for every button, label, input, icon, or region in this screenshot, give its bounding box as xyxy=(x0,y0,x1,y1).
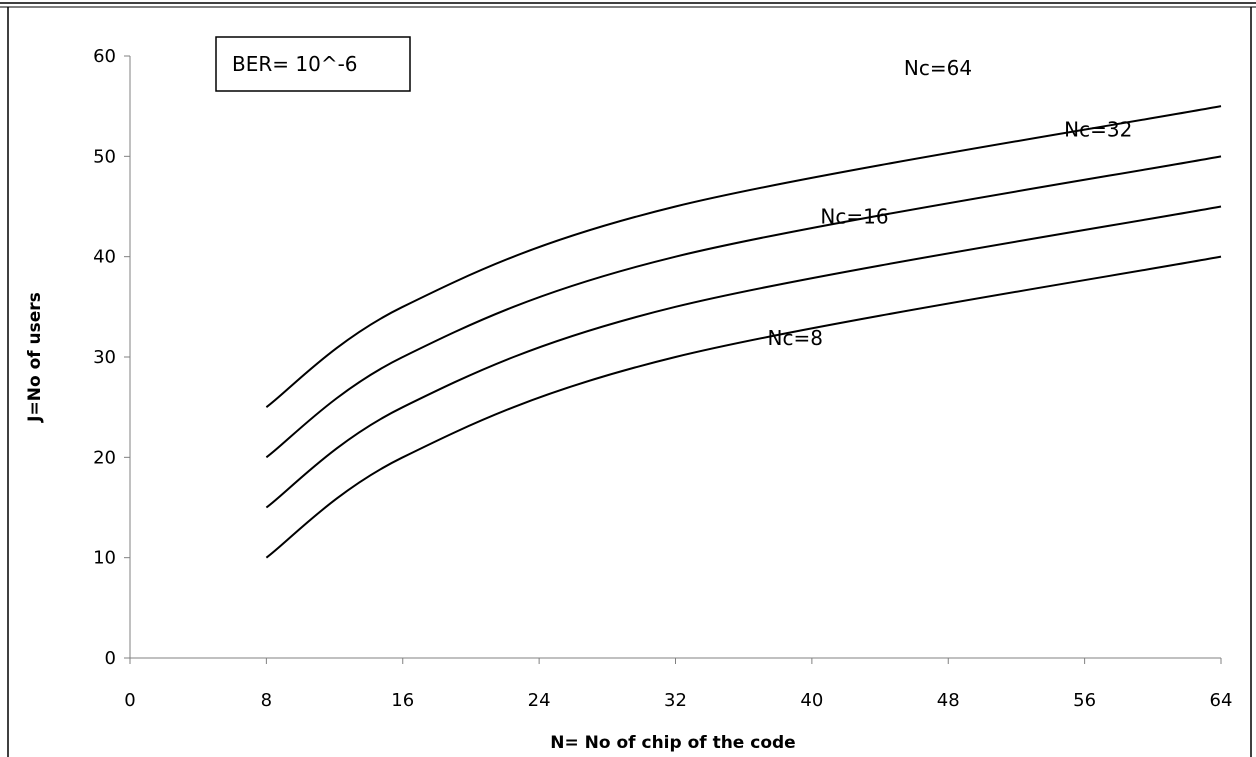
x-tick-label: 64 xyxy=(1210,690,1233,711)
x-tick-label: 0 xyxy=(124,690,135,711)
series-label-nc-32: Nc=32 xyxy=(1064,117,1132,141)
y-tick-label: 10 xyxy=(93,548,116,569)
series-line-nc-16 xyxy=(265,205,1222,509)
y-tick-label: 30 xyxy=(93,347,116,368)
x-tick-label: 32 xyxy=(664,690,687,711)
series-line-nc-8 xyxy=(265,255,1222,559)
y-tick-label: 20 xyxy=(93,447,116,468)
x-tick-label: 16 xyxy=(391,690,414,711)
y-axis-title: J=No of users xyxy=(25,292,45,423)
x-axis-title: N= No of chip of the code xyxy=(550,733,795,753)
series-label-nc-8: Nc=8 xyxy=(768,326,823,350)
annotation-box xyxy=(215,36,411,92)
x-tick-label: 56 xyxy=(1073,690,1096,711)
series-line-nc-32 xyxy=(265,155,1222,459)
x-tick-label: 8 xyxy=(261,690,272,711)
annotation-text: BER= 10^-6 xyxy=(232,52,358,76)
labels-layer: Nc=8 Nc=16 Nc=32 Nc=64 xyxy=(768,56,1133,350)
x-tick-label: 24 xyxy=(528,690,551,711)
axes: 0 10 20 30 40 50 60 0 8 16 24 32 40 48 56 64 xyxy=(93,46,1232,711)
y-tick-label: 60 xyxy=(93,46,116,67)
series-line-nc-64 xyxy=(265,105,1222,408)
x-tick-label: 40 xyxy=(800,690,823,711)
series-label-nc-64: Nc=64 xyxy=(904,56,972,80)
series-label-nc-16: Nc=16 xyxy=(820,205,888,229)
y-tick-label: 0 xyxy=(105,648,116,669)
series-layer xyxy=(265,105,1222,559)
y-tick-label: 40 xyxy=(93,247,116,268)
y-tick-label: 50 xyxy=(93,146,116,167)
x-tick-label: 48 xyxy=(937,690,960,711)
